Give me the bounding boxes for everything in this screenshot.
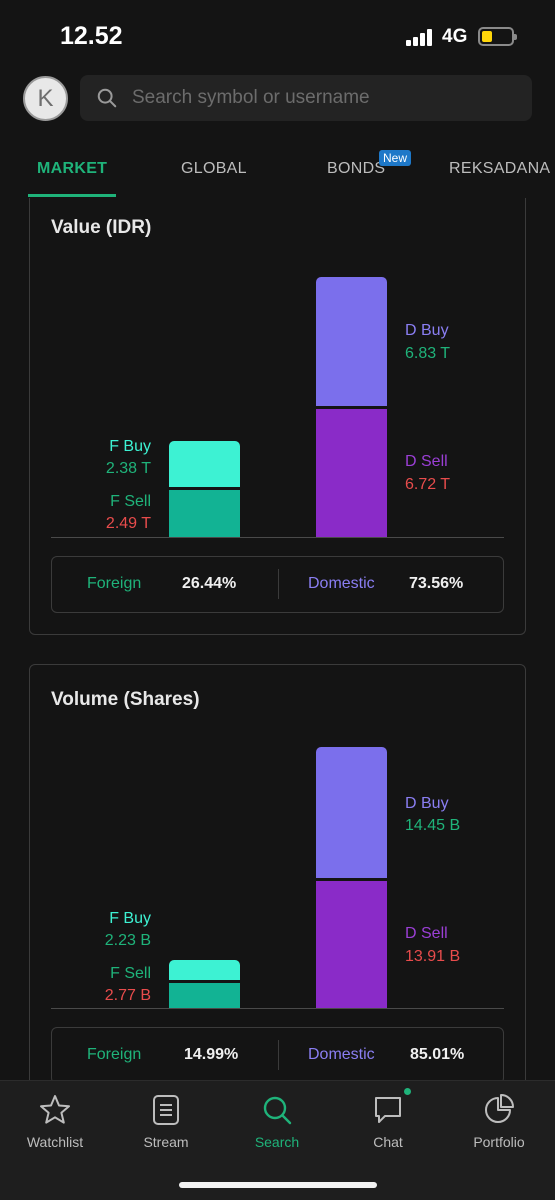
nav-watchlist[interactable]: Watchlist	[5, 1093, 105, 1150]
volume-domestic-sell-value: 13.91 B	[405, 948, 461, 965]
volume-foreign-sell-label: F Sell	[110, 965, 151, 982]
search-input[interactable]: Search symbol or username	[80, 75, 532, 121]
signal-icon	[406, 28, 434, 46]
domestic-percent: 85.01%	[410, 1046, 465, 1063]
avatar-letter: K	[37, 84, 54, 112]
active-tab-indicator	[28, 194, 116, 197]
nav-stream[interactable]: Stream	[116, 1093, 216, 1150]
pie-chart-icon	[485, 1094, 514, 1123]
nav-stream-label: Stream	[143, 1134, 189, 1150]
value-domestic-sell-value: 6.72 T	[405, 476, 451, 493]
volume-foreign-buy-label: F Buy	[109, 910, 151, 927]
value-domestic-buy-label: D Buy	[405, 322, 449, 339]
domestic-label: Domestic	[308, 1046, 375, 1063]
summary-divider	[278, 1040, 279, 1070]
search-icon	[263, 1096, 292, 1125]
volume-domestic-sell-bar	[316, 881, 387, 1008]
status-bar: 12.52 4G	[0, 0, 555, 70]
volume-domestic-buy-label: D Buy	[405, 795, 449, 812]
foreign-percent: 26.44%	[182, 575, 237, 592]
nav-portfolio-label: Portfolio	[473, 1134, 525, 1150]
value-card-title: Value (IDR)	[51, 217, 152, 238]
value-foreign-buy-label: F Buy	[109, 438, 151, 455]
summary-divider	[278, 569, 279, 599]
volume-card-title: Volume (Shares)	[51, 689, 200, 710]
value-foreign-buy-value: 2.38 T	[105, 460, 151, 477]
value-foreign-sell-value: 2.49 T	[105, 515, 151, 532]
status-time: 12.52	[60, 22, 123, 50]
domestic-percent: 73.56%	[409, 575, 464, 592]
home-indicator	[179, 1182, 377, 1188]
value-domestic-buy-value: 6.83 T	[405, 345, 451, 362]
bottom-nav: Watchlist Stream Search Chat Portfolio	[0, 1080, 555, 1200]
stream-icon	[153, 1095, 179, 1125]
tab-reksadana[interactable]: REKSADANA	[449, 160, 551, 177]
nav-search[interactable]: Search	[227, 1093, 327, 1150]
value-domestic-sell-label: D Sell	[405, 453, 448, 470]
avatar[interactable]: K	[23, 76, 68, 121]
chat-icon	[375, 1097, 401, 1123]
search-placeholder: Search symbol or username	[132, 87, 370, 108]
volume-foreign-buy-bar	[169, 959, 240, 980]
chat-unread-dot	[404, 1088, 411, 1095]
volume-foreign-sell-value: 2.77 B	[104, 987, 151, 1004]
nav-chat-label: Chat	[373, 1134, 403, 1150]
volume-domestic-buy-value: 14.45 B	[405, 817, 461, 834]
domestic-label: Domestic	[308, 575, 375, 592]
tab-bar: MARKET GLOBAL BONDS REKSADANA	[0, 140, 555, 198]
battery-icon	[478, 27, 517, 46]
volume-summary: Foreign 14.99% Domestic 85.01%	[51, 1027, 504, 1084]
volume-card: Volume (Shares) F Buy 2.23 B F Sell 2.77…	[29, 664, 526, 1104]
value-card: Value (IDR) F Buy 2.38 T F Sell 2.49 T D…	[29, 198, 526, 635]
value-domestic-buy-bar	[316, 276, 387, 407]
value-foreign-sell-bar	[169, 489, 240, 537]
new-badge: New	[379, 150, 412, 166]
nav-chat[interactable]: Chat	[338, 1093, 438, 1150]
tab-bonds[interactable]: BONDS	[327, 160, 386, 177]
search-icon	[97, 88, 117, 108]
chart-baseline	[51, 537, 504, 538]
chart-baseline	[51, 1008, 504, 1009]
nav-search-label: Search	[254, 1134, 300, 1150]
foreign-label: Foreign	[87, 1046, 142, 1063]
star-icon	[40, 1095, 70, 1124]
volume-domestic-sell-label: D Sell	[405, 925, 448, 942]
value-foreign-sell-label: F Sell	[110, 493, 151, 510]
tab-market[interactable]: MARKET	[37, 160, 108, 177]
foreign-label: Foreign	[87, 575, 142, 592]
network-type: 4G	[442, 26, 468, 47]
value-summary: Foreign 26.44% Domestic 73.56%	[51, 556, 504, 613]
foreign-percent: 14.99%	[184, 1046, 239, 1063]
value-domestic-sell-bar	[316, 409, 387, 537]
volume-domestic-buy-bar	[316, 746, 387, 879]
volume-foreign-buy-value: 2.23 B	[104, 932, 151, 949]
nav-watchlist-label: Watchlist	[26, 1134, 84, 1150]
value-foreign-buy-bar	[169, 441, 240, 487]
nav-portfolio[interactable]: Portfolio	[449, 1093, 549, 1150]
volume-foreign-sell-bar	[169, 982, 240, 1008]
tab-global[interactable]: GLOBAL	[181, 160, 247, 177]
